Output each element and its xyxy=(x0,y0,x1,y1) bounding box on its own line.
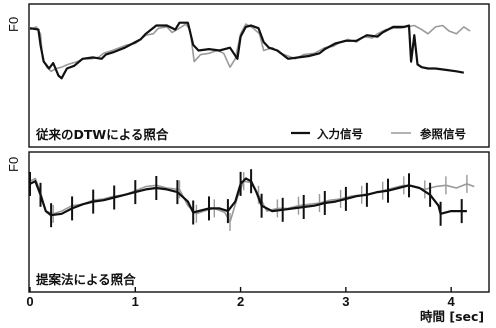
panel-2-annotation: 提案法による照合 xyxy=(36,272,136,287)
legend-label-input: 入力信号 xyxy=(317,127,363,141)
x-tick-label-4: 4 xyxy=(448,294,456,309)
panel-1-frame xyxy=(28,3,490,148)
x-axis: 0 1 2 3 4 xyxy=(26,287,456,309)
legend-bg xyxy=(286,124,486,144)
legend-label-reference: 参照信号 xyxy=(419,127,466,141)
panel-2-label-bg xyxy=(32,268,172,288)
series-line-reference-panel-1 xyxy=(29,23,471,73)
panel-1-y-label: F0 xyxy=(6,17,21,32)
series-line-input-panel-1 xyxy=(29,21,465,80)
x-tick-label-1: 1 xyxy=(132,294,139,309)
x-tick-label-2: 2 xyxy=(237,294,244,309)
panel-1-label-bg xyxy=(32,124,192,144)
panel-conventional-dtw: F0 従来のDTWによる照合 入力信号 参照信号 xyxy=(6,3,490,148)
legend: 入力信号 参照信号 xyxy=(286,124,486,144)
panel-2-frame xyxy=(28,151,490,293)
x-tick-label-0: 0 xyxy=(26,294,33,309)
x-tick-label-3: 3 xyxy=(342,294,349,309)
panel-2-y-label: F0 xyxy=(6,157,21,172)
x-axis-label: 時間 [sec] xyxy=(420,309,484,324)
series-line-input-panel-2 xyxy=(29,177,467,217)
panel-proposed-method: F0 提案法による照合 xyxy=(6,151,490,293)
panel-1-annotation: 従来のDTWによる照合 xyxy=(35,127,169,142)
panel-2-series xyxy=(29,169,475,231)
panel-1-series xyxy=(29,21,471,80)
